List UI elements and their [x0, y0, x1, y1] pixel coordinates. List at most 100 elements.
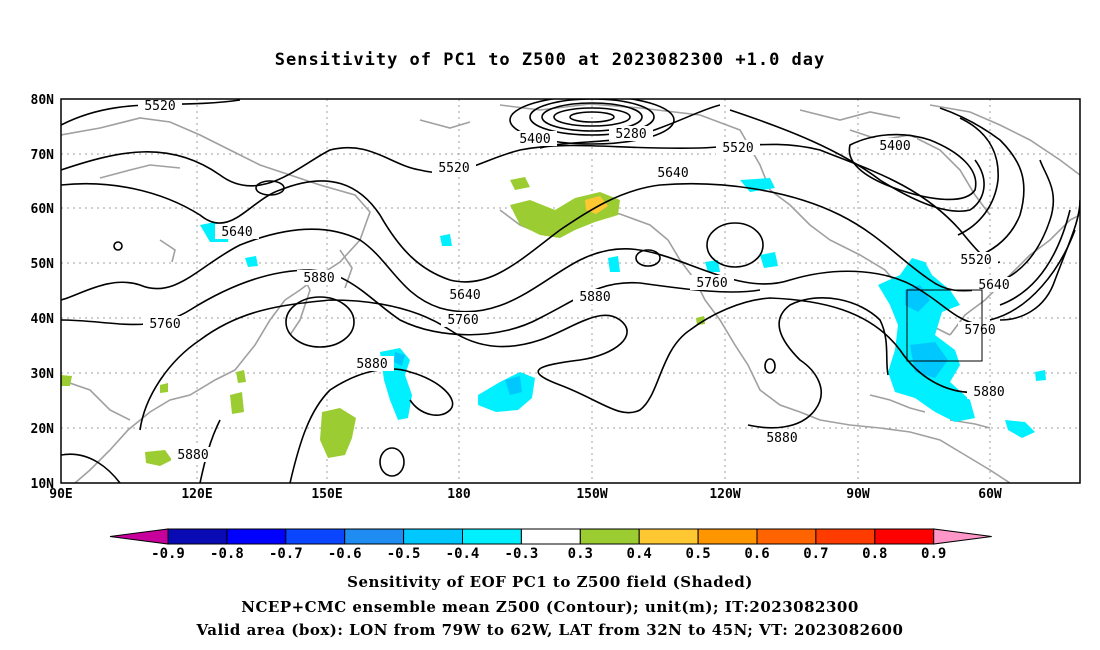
- negative-sensitivity-region: [440, 234, 452, 246]
- svg-text:5640: 5640: [221, 225, 252, 240]
- contour-label: 5760: [958, 322, 1002, 338]
- map-title: Sensitivity of PC1 to Z500 at 2023082300…: [274, 50, 826, 70]
- colorbar-label: -0.8: [210, 546, 244, 562]
- positive-sensitivity-region: [160, 383, 168, 393]
- longitude-labels: 90E 120E 150E 180 150W 120W 90W 60W: [49, 487, 1002, 502]
- colorbar-swatch: [167, 528, 228, 545]
- svg-text:5520: 5520: [438, 161, 469, 176]
- svg-text:5520: 5520: [144, 99, 175, 114]
- positive-sensitivity-region: [145, 450, 172, 466]
- lon-label: 150E: [311, 487, 342, 502]
- lat-label: 80N: [31, 93, 55, 108]
- svg-text:5760: 5760: [149, 317, 180, 332]
- contour-label: 5880: [573, 289, 617, 305]
- contour-label: 5640: [443, 287, 487, 303]
- lat-label: 20N: [31, 422, 55, 437]
- caption-valid-area: Valid area (box): LON from 79W to 62W, L…: [196, 621, 904, 639]
- contour-label: 5520: [138, 99, 182, 114]
- negative-sensitivity-region: [878, 258, 975, 422]
- lon-label: 150W: [576, 487, 607, 502]
- colorbar-label: 0.3: [568, 546, 593, 562]
- contour-label: 5520: [954, 252, 998, 268]
- svg-text:5880: 5880: [303, 271, 334, 286]
- colorbar-arrow-high: [933, 528, 992, 545]
- colorbar-swatch: [756, 528, 817, 545]
- contour-label: 5760: [690, 275, 734, 291]
- svg-text:5880: 5880: [973, 385, 1004, 400]
- positive-sensitivity-region: [230, 392, 244, 414]
- svg-text:5520: 5520: [722, 141, 753, 156]
- svg-text:5400: 5400: [879, 139, 910, 154]
- map-gridlines: [61, 99, 1080, 483]
- contour-label: 5280: [609, 126, 653, 142]
- svg-text:5880: 5880: [177, 448, 208, 463]
- lon-label: 90W: [846, 487, 870, 502]
- positive-sensitivity-region: [61, 375, 72, 386]
- colorbar-label: -0.6: [328, 546, 362, 562]
- positive-sensitivity-region: [510, 177, 530, 190]
- colorbar-swatch: [226, 528, 287, 545]
- svg-text:5280: 5280: [615, 127, 646, 142]
- z500-contours: [61, 99, 1080, 483]
- colorbar-label: 0.5: [685, 546, 710, 562]
- svg-text:5400: 5400: [519, 132, 550, 147]
- contour-label: 5520: [716, 140, 760, 156]
- colorbar-label: 0.7: [803, 546, 828, 562]
- lat-label: 10N: [31, 477, 55, 492]
- lon-label: 180: [447, 487, 471, 502]
- contour-label: 5880: [171, 447, 215, 463]
- colorbar-swatch: [697, 528, 758, 545]
- positive-sensitivity-region: [236, 370, 246, 383]
- svg-text:5760: 5760: [447, 313, 478, 328]
- colorbar-swatch: [344, 528, 405, 545]
- svg-text:5880: 5880: [356, 357, 387, 372]
- colorbar-swatch: [403, 528, 464, 545]
- valid-area-box: [906, 289, 983, 362]
- contour-label: 5880: [350, 356, 394, 372]
- colorbar-label: 0.8: [862, 546, 887, 562]
- lon-label: 90E: [49, 487, 72, 502]
- colorbar-arrow-low: [109, 528, 169, 545]
- colorbar-swatch: [285, 528, 346, 545]
- svg-text:5520: 5520: [960, 253, 991, 268]
- negative-sensitivity-region: [1005, 420, 1035, 438]
- colorbar-label: -0.9: [151, 546, 185, 562]
- svg-text:5640: 5640: [449, 288, 480, 303]
- lon-label: 60W: [978, 487, 1002, 502]
- contour-label: 5760: [143, 316, 187, 332]
- colorbar-swatch: [579, 528, 640, 545]
- colorbar-label: 0.6: [744, 546, 769, 562]
- positive-sensitivity-region: [320, 408, 356, 458]
- negative-sensitivity-region: [608, 256, 620, 272]
- lat-label: 30N: [31, 367, 55, 382]
- svg-text:5640: 5640: [657, 166, 688, 181]
- colorbar-label: -0.7: [269, 546, 303, 562]
- colorbar-swatch: [462, 528, 522, 545]
- negative-sensitivity-core: [394, 352, 405, 366]
- contour-labels: 5520 5400 5280 5520 5400 5520 5640 5640 …: [138, 99, 1016, 463]
- latitude-labels: 80N 70N 60N 50N 40N 30N 20N 10N: [31, 93, 55, 492]
- colorbar-label: -0.4: [446, 546, 480, 562]
- colorbar: -0.9 -0.8 -0.7 -0.6 -0.5 -0.4 -0.3 0.3 0.4 0.5 0.6…: [109, 528, 992, 562]
- caption-contour: NCEP+CMC ensemble mean Z500 (Contour); u…: [241, 598, 859, 616]
- plot-frame: [60, 98, 1081, 484]
- negative-sensitivity-core: [505, 376, 522, 395]
- caption-shading: Sensitivity of EOF PC1 to Z500 field (Sh…: [347, 573, 753, 591]
- positive-sensitivity-region: [696, 316, 705, 325]
- contour-label: 5760: [441, 312, 485, 328]
- colorbar-swatch: [520, 528, 581, 545]
- contour-label: 5520: [432, 160, 476, 176]
- contour-label: 5400: [873, 138, 917, 154]
- negative-sensitivity-region: [760, 252, 778, 268]
- contour-label: 5640: [972, 277, 1016, 293]
- colorbar-swatch: [874, 528, 935, 545]
- negative-sensitivity-region: [245, 256, 258, 267]
- contour-label: 5400: [513, 131, 557, 147]
- contour-label: 5880: [760, 430, 804, 446]
- contour-label: 5880: [297, 270, 341, 286]
- lat-label: 50N: [31, 257, 55, 272]
- colorbar-swatch: [815, 528, 876, 545]
- lat-label: 40N: [31, 312, 55, 327]
- svg-text:5760: 5760: [696, 276, 727, 291]
